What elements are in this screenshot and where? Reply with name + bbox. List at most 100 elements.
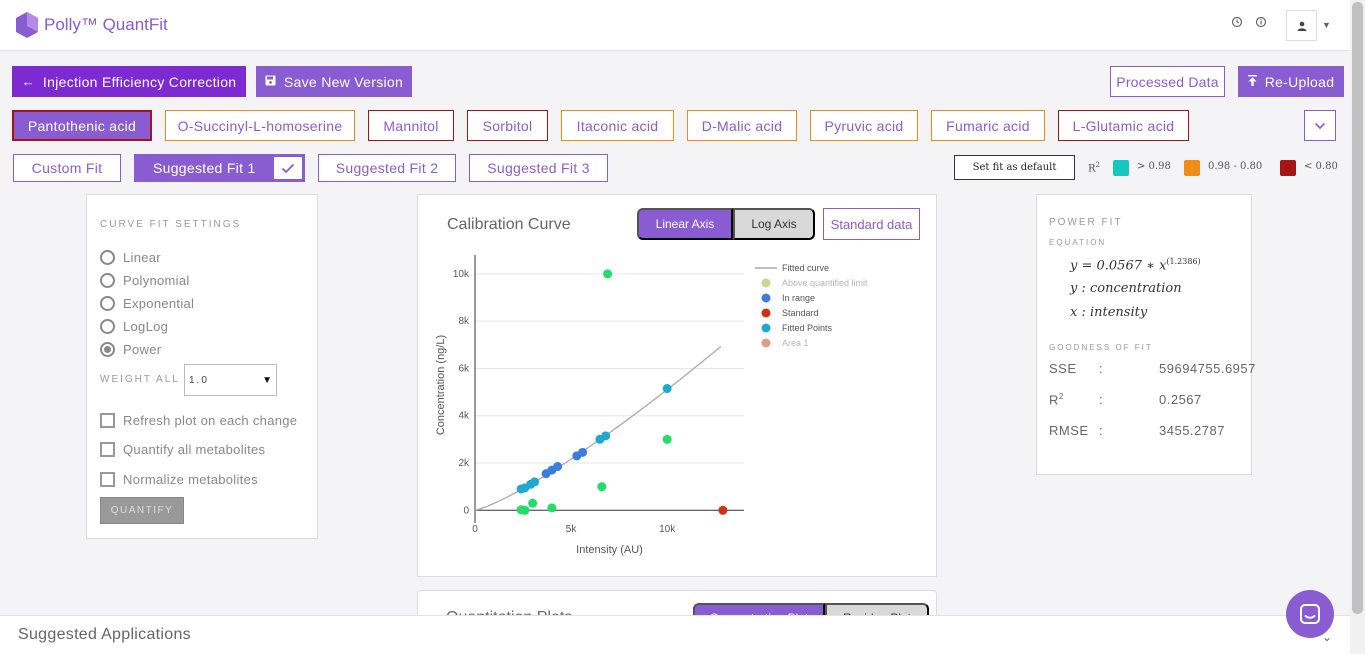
fit-equation: y = 0.0567 ∗ x(1.2386) [1070,257,1201,274]
curve-fit-settings-panel: CURVE FIT SETTINGS Linear Polynomial Exp… [86,194,318,539]
app-title: Polly™ QuantFit [44,15,168,34]
y-tick-label: 10k [453,269,470,280]
checkbox-label: Refresh plot on each change [123,412,298,428]
legend-label: Area 1 [782,338,809,348]
chat-icon [1300,604,1320,624]
radio-button[interactable] [100,318,115,334]
r2-high-swatch [1113,160,1129,176]
metric-value: 0.2567 [1159,392,1202,407]
metabolite-chip-pantothenic-acid[interactable]: Pantothenic acid [12,110,152,141]
y-tick-label: 6k [458,363,470,374]
metabolite-chip-sorbitol[interactable]: Sorbitol [467,110,548,141]
chat-support-button[interactable] [1286,590,1334,638]
log-axis-toggle[interactable]: Log Axis [733,208,815,240]
goodness-of-fit-label: GOODNESS OF FIT [1049,343,1153,352]
weight-all-label: WEIGHT ALL [100,374,180,385]
back-button-label: Injection Efficiency Correction [42,73,237,90]
check-icon [274,157,302,179]
radio-button-selected[interactable] [100,341,115,357]
re-upload-label: Re-Upload [1264,73,1335,90]
user-menu-button[interactable] [1286,10,1317,41]
set-fit-default-button[interactable]: Set fit as default [954,155,1075,180]
scrollbar-thumb[interactable] [1352,2,1363,614]
custom-fit-button[interactable]: Custom Fit [13,154,121,182]
re-upload-button[interactable]: Re-Upload [1238,66,1344,97]
normalize-checkbox-row[interactable]: Normalize metabolites [100,470,258,488]
save-new-version-button[interactable]: Save New Version [256,66,412,97]
data-point [718,505,728,515]
metabolite-chip-l-glutamic-acid[interactable]: L-Glutamic acid [1058,110,1189,141]
suggested-fit-1-button[interactable]: Suggested Fit 1 [134,154,305,182]
legend-swatch [761,323,771,333]
data-point [578,447,588,457]
injection-efficiency-back-button[interactable]: ← Injection Efficiency Correction [12,66,246,97]
data-point [601,431,611,441]
radio-button[interactable] [100,249,115,265]
fit-option-linear[interactable]: Linear [100,248,161,266]
refresh-plot-checkbox-row[interactable]: Refresh plot on each change [100,411,297,429]
fit-option-label: Linear [123,249,161,265]
chevron-down-icon[interactable]: ▼ [1322,20,1331,30]
data-point [603,269,613,279]
fit-option-exponential[interactable]: Exponential [100,294,194,312]
chart-title: Calibration Curve [447,216,571,233]
fit-option-loglog[interactable]: LogLog [100,317,168,335]
legend-label: Fitted Points [782,323,833,333]
user-icon [1297,21,1306,31]
radio-button[interactable] [100,295,115,311]
suggested-applications-bar[interactable]: Suggested Applications ⌄ [0,615,1350,654]
data-point [528,498,538,508]
metabolite-chip-pyruvic-acid[interactable]: Pyruvic acid [810,110,918,141]
metric-value: 3455.2787 [1159,423,1225,438]
quantify-button[interactable]: QUANTIFY [100,497,184,524]
expand-metabolites-button[interactable] [1304,110,1336,141]
checkbox[interactable] [100,471,115,487]
info-icon[interactable] [1254,16,1268,30]
metabolite-chip-mannitol[interactable]: Mannitol [368,110,454,141]
metabolite-chip-d-malic-acid[interactable]: D-Malic acid [687,110,797,141]
legend-label: Above quantified limit [782,278,868,288]
radio-button[interactable] [100,272,115,288]
legend-swatch [761,338,771,348]
metric-separator: : [1099,423,1104,438]
suggested-fit-1-label: Suggested Fit 1 [153,160,256,176]
y-tick-label: 4k [458,411,470,422]
fit-option-polynomial[interactable]: Polynomial [100,271,190,289]
x-definition: x : intensity [1070,305,1148,320]
weight-all-select[interactable]: 1.0 ▼ [184,364,277,396]
polly-logo[interactable] [16,12,38,38]
r2-low-label: < 0.80 [1304,161,1338,172]
metric-name: RMSE [1049,423,1089,438]
metabolite-chip-o-succinyl-l-homoserine[interactable]: O-Succinyl-L-homoserine [165,110,355,141]
suggested-fit-2-button[interactable]: Suggested Fit 2 [318,154,456,182]
data-point [520,505,530,515]
linear-axis-toggle[interactable]: Linear Axis [637,208,733,240]
x-tick-label: 10k [659,524,676,535]
metabolite-chip-fumaric-acid[interactable]: Fumaric acid [931,110,1045,141]
chevron-down-icon[interactable]: ⌄ [1322,630,1333,644]
chevron-down-icon [1314,122,1326,129]
y-axis-label: Concentration (ng/L) [435,335,447,435]
metabolite-chip-itaconic-acid[interactable]: Itaconic acid [561,110,674,141]
data-point [530,477,540,487]
calibration-chart: 0 2k 4k 6k 8k 10k 0 5k 10k Intensity (AU) Concentr… [435,255,868,556]
standard-data-button[interactable]: Standard data [823,208,920,240]
top-bar: Polly™ QuantFit ▼ [0,0,1350,51]
quantify-all-checkbox-row[interactable]: Quantify all metabolites [100,440,265,458]
y-tick-label: 2k [458,458,470,469]
data-point [662,434,672,444]
power-fit-panel: POWER FIT EQUATION y = 0.0567 ∗ x(1.2386… [1036,194,1255,475]
data-point [553,462,563,472]
data-point [597,482,607,492]
suggested-fit-3-button[interactable]: Suggested Fit 3 [469,154,608,182]
save-button-label: Save New Version [283,73,404,90]
power-fit-title: POWER FIT [1049,217,1123,228]
r2-high-label: > 0.98 [1137,161,1171,172]
history-icon[interactable] [1230,16,1244,30]
checkbox[interactable] [100,412,115,428]
fit-option-power[interactable]: Power [100,340,161,358]
checkbox[interactable] [100,441,115,457]
metric-value: 59694755.6957 [1159,361,1256,376]
processed-data-button[interactable]: Processed Data [1110,66,1225,97]
fit-option-label: Polynomial [123,272,190,288]
